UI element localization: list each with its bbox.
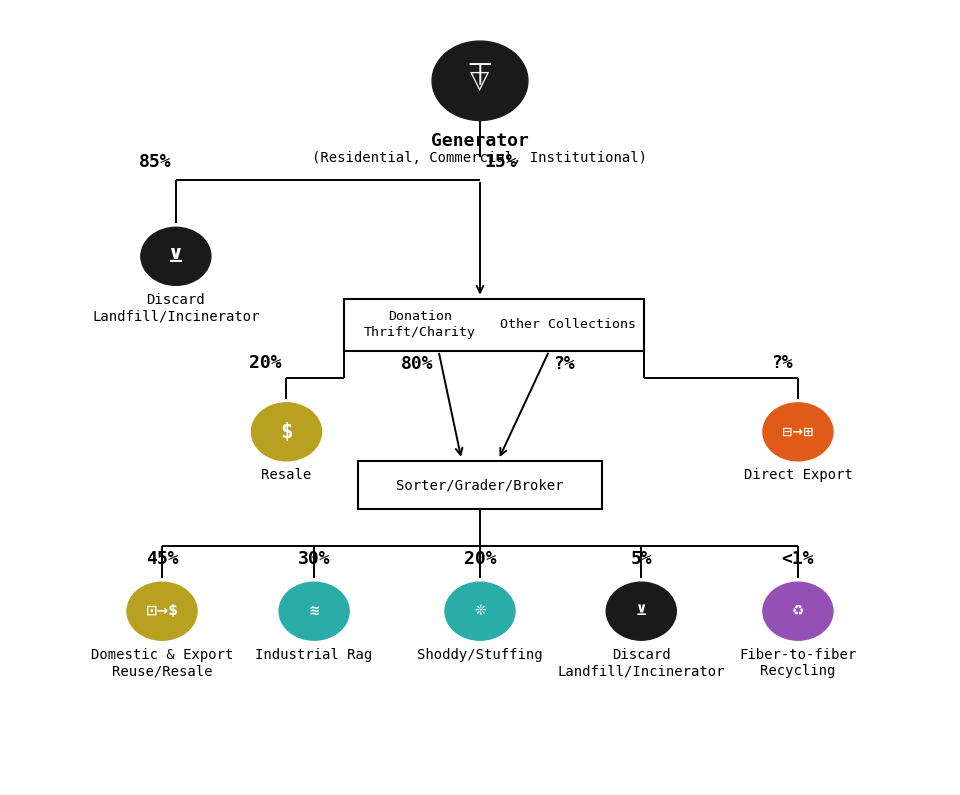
Text: Shoddy/Stuffing: Shoddy/Stuffing [418,648,542,661]
Text: Donation
Thrift/Charity: Donation Thrift/Charity [364,311,476,339]
Text: 30%: 30% [298,550,330,568]
Text: Fiber-to-fiber
Recycling: Fiber-to-fiber Recycling [739,648,856,678]
Circle shape [141,227,211,285]
Text: ?%: ?% [554,355,575,373]
Text: Discard
Landfill/Incinerator: Discard Landfill/Incinerator [92,293,259,323]
Text: ⊤: ⊤ [467,63,493,91]
Text: ⊻: ⊻ [636,604,647,619]
Text: <1%: <1% [781,550,814,568]
Circle shape [763,582,833,640]
Text: ▽: ▽ [470,69,490,93]
Text: Industrial Rag: Industrial Rag [255,648,372,661]
Text: 20%: 20% [464,550,496,568]
Circle shape [763,403,833,461]
Text: Direct Export: Direct Export [743,468,852,483]
Text: ≋: ≋ [308,604,320,619]
Circle shape [445,582,515,640]
Circle shape [252,403,322,461]
Text: 85%: 85% [138,153,171,171]
Text: Resale: Resale [261,468,312,483]
Circle shape [127,582,197,640]
Bar [344,299,643,351]
Text: (Residential, Commercial, Institutional): (Residential, Commercial, Institutional) [313,151,647,165]
Text: Discard
Landfill/Incinerator: Discard Landfill/Incinerator [558,648,725,678]
Text: $: $ [280,422,293,442]
Text: ⊟→⊞: ⊟→⊞ [782,425,814,438]
Circle shape [607,582,676,640]
Text: 15%: 15% [485,153,517,171]
Text: ⊡→$: ⊡→$ [146,604,179,619]
Text: ❊: ❊ [474,604,486,619]
Text: Generator: Generator [431,132,529,150]
Text: Other Collections: Other Collections [499,319,636,332]
Text: 5%: 5% [631,550,652,568]
Text: Domestic & Export
Reuse/Resale: Domestic & Export Reuse/Resale [91,648,233,678]
Text: ♻: ♻ [792,604,804,619]
Text: Sorter/Grader/Broker: Sorter/Grader/Broker [396,479,564,492]
Text: ?%: ?% [772,355,793,372]
Text: 45%: 45% [146,550,179,568]
Text: 20%: 20% [250,355,282,372]
Circle shape [279,582,349,640]
Bar [358,461,602,510]
Text: 80%: 80% [401,355,434,373]
Circle shape [432,41,528,121]
Text: ⊻: ⊻ [168,246,183,266]
